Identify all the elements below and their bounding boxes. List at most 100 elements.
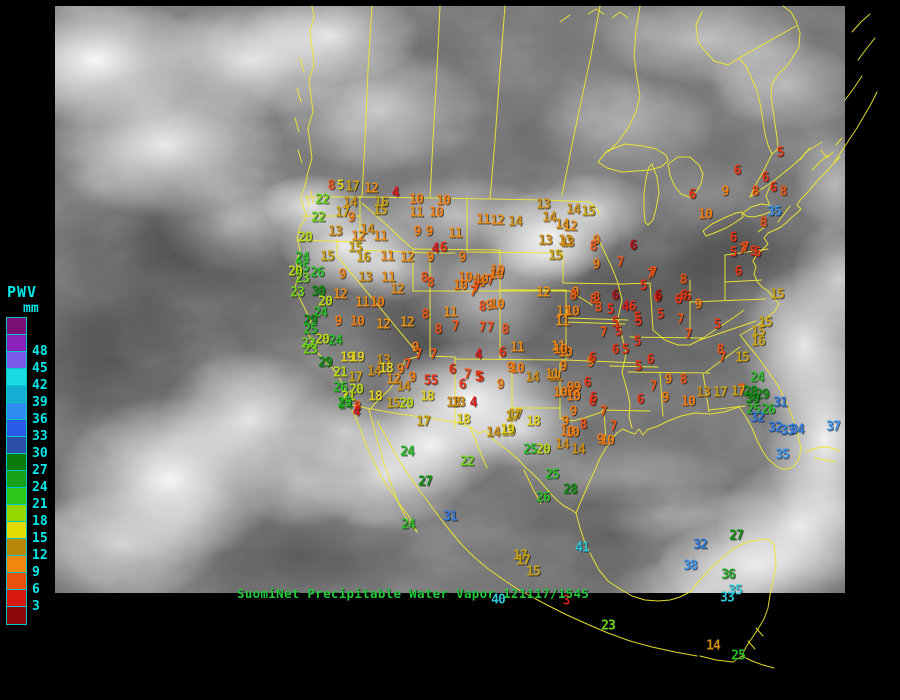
station-value: 7 [684,327,693,343]
station-value: 11 [381,270,396,286]
station-value: 13 [560,235,575,251]
station-value: 5 [606,302,615,318]
station-value: 6 [733,163,742,179]
station-value: 11 [545,367,560,383]
station-value: 7 [646,267,655,283]
state-borders [296,185,791,514]
station-value: 6 [458,377,467,393]
legend-color-block [7,539,26,556]
station-value: 10 [558,345,573,361]
canada-borders [304,5,811,215]
station-value: 33 [720,590,735,606]
station-value: 8 [421,307,430,323]
station-value: 10 [429,205,444,221]
station-value: 6 [688,187,697,203]
station-value: 14 [555,437,570,453]
station-value: 18 [456,412,471,428]
station-value: 8 [569,288,578,304]
station-value: 6 [589,390,598,406]
pwv-legend: PWV mm 48 45 42 39 36 33 30 27 24 21 18 15 12 9 6 3 [7,283,48,624]
station-value: 30 [745,391,760,407]
station-value: 5 [639,278,648,294]
station-value: 10 [553,342,568,358]
station-value: 5 [713,317,722,333]
station-value: 10 [436,193,451,209]
legend-color-block [7,488,26,505]
station-value: 7 [403,357,412,373]
station-value: 14 [367,364,382,380]
station-value: 14 [555,217,570,233]
station-value: 20 [315,332,330,348]
station-value: 6 [498,345,507,361]
station-value: 7 [486,320,495,336]
station-value: 5 [633,334,642,350]
station-value: 10 [350,314,365,330]
station-value: 6 [654,288,663,304]
station-value: 5 [656,307,665,323]
station-value: 7 [616,255,625,271]
coastlines [294,5,878,669]
station-value: 29 [318,355,333,371]
station-value: 36 [721,567,736,583]
station-value: 10 [565,384,580,400]
station-value: 6 [761,170,770,186]
station-value: 9 [592,257,601,273]
station-value: 13 [536,197,551,213]
station-value: 9 [396,362,405,378]
legend-tick-label: 45 [32,361,48,376]
station-value: 6 [679,288,688,304]
station-value: 11 [555,314,570,330]
station-value: 7 [649,379,658,395]
station-value: 12 [386,372,401,388]
station-value: 9 [694,297,703,313]
legend-color-block [7,454,26,471]
station-value: 14 [343,195,358,211]
station-value: 26 [310,265,325,281]
station-value: 19 [501,424,516,440]
station-value: 6 [448,362,457,378]
station-value: 5 [621,342,630,358]
station-value: 5 [749,244,758,260]
station-value: 41 [575,540,590,556]
station-value: 10 [490,297,505,313]
station-value: 29 [303,313,318,329]
station-value: 23 [601,618,616,634]
station-value: 4 [431,241,440,257]
station-value: 9 [408,370,417,386]
station-value: 20 [298,230,313,246]
station-value: 12 [390,282,405,298]
station-value: 7 [676,312,685,328]
station-value: 17 [416,414,431,430]
station-value: 32 [750,410,765,426]
station-value: 13 [376,353,391,369]
station-value: 6 [588,394,597,410]
station-value: 10 [566,389,581,405]
station-value: 9 [573,380,582,396]
station-value: 35 [767,204,782,220]
legend-tick-label: 21 [32,497,48,512]
station-value: 16 [751,334,766,350]
legend-scale: 48 45 42 39 36 33 30 27 24 21 18 15 12 9 6 3 [7,318,48,624]
station-value: 6 [439,240,448,256]
station-value: 7 [741,240,750,256]
station-value: 26 [536,490,551,506]
station-value: 25 [295,260,310,276]
station-value: 29 [755,387,770,403]
station-value: 31 [443,509,458,525]
station-value: 18 [379,361,394,377]
station-value: 10 [553,385,568,401]
legend-tick-label: 36 [32,412,48,427]
station-value: 14 [486,425,501,441]
station-value: 25 [303,322,318,338]
station-value: 5 [614,324,623,340]
station-value: 23 [295,271,310,287]
station-value: 23 [290,285,305,301]
station-value: 5 [634,314,643,330]
station-value: 9 [347,210,356,226]
station-value: 7 [451,319,460,335]
station-value: 12 [364,181,379,197]
station-value: 19 [500,422,515,438]
station-value: 6 [753,245,762,261]
station-value: 6 [588,350,597,366]
